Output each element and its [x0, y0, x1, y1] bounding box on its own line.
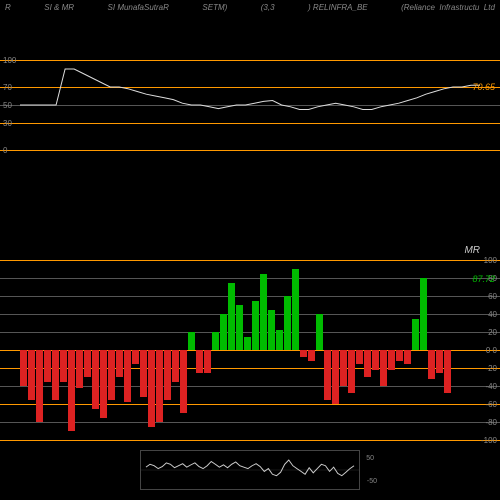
bar [164, 350, 171, 400]
bottom-axis-top: 50 [366, 455, 374, 462]
bar [20, 350, 27, 386]
bar [92, 350, 99, 409]
header-left2: SI & MR [44, 3, 74, 12]
bar [364, 350, 371, 377]
bar [436, 350, 443, 373]
mid-bar-chart: 100806040200 0-20-40-60-80-100 87.72 [0, 260, 500, 440]
bar [404, 350, 411, 364]
header-right2: (Reliance Infrastructu Ltd [401, 3, 495, 12]
bar [260, 274, 267, 351]
bar [212, 332, 219, 350]
bar [428, 350, 435, 379]
grid-line [0, 386, 500, 387]
top-line-chart: 1007050300 70.65 [0, 60, 500, 150]
header-mid: (3,3 [261, 3, 275, 12]
bottom-line-chart: 50 -50 [140, 450, 360, 490]
grid-line [0, 150, 500, 151]
bar [116, 350, 123, 377]
bar [276, 330, 283, 350]
top-value-label: 70.65 [472, 82, 495, 92]
bar [68, 350, 75, 431]
axis-label: 20 [488, 328, 497, 337]
bar [396, 350, 403, 361]
axis-label: -60 [485, 400, 497, 409]
bar [316, 314, 323, 350]
bar [308, 350, 315, 361]
grid-line [0, 368, 500, 369]
bar [444, 350, 451, 393]
header-right1: ) RELINFRA_BE [308, 3, 368, 12]
axis-label: -80 [485, 418, 497, 427]
axis-label: 100 [484, 256, 497, 265]
bar [220, 314, 227, 350]
bar [284, 296, 291, 350]
grid-line [0, 440, 500, 441]
axis-label: 0 0 [486, 346, 497, 355]
grid-line [0, 260, 500, 261]
mid-value-label: 87.72 [472, 274, 495, 284]
bar [132, 350, 139, 364]
grid-line [0, 404, 500, 405]
bar [100, 350, 107, 418]
bar [420, 278, 427, 350]
bar [28, 350, 35, 400]
axis-label: 40 [488, 310, 497, 319]
bar [180, 350, 187, 413]
grid-line [0, 422, 500, 423]
header-left4: SETM) [202, 3, 227, 12]
bar [412, 319, 419, 351]
bar [244, 337, 251, 351]
bar [236, 305, 243, 350]
bottom-line-path [146, 460, 354, 476]
header-left1: R [5, 3, 11, 12]
bar [108, 350, 115, 400]
bar [156, 350, 163, 422]
axis-label: -100 [481, 436, 497, 445]
bar [204, 350, 211, 373]
bar [76, 350, 83, 388]
chart-header: R SI & MR SI MunafaSutraR SETM) (3,3 ) R… [0, 3, 500, 12]
axis-label: 60 [488, 292, 497, 301]
bar [324, 350, 331, 400]
top-line-path [20, 69, 480, 110]
top-line-svg [0, 60, 500, 150]
bar [372, 350, 379, 370]
bottom-axis-bot: -50 [367, 478, 377, 485]
bar [140, 350, 147, 397]
bar [148, 350, 155, 427]
bar [36, 350, 43, 422]
bar [380, 350, 387, 386]
bar [268, 310, 275, 351]
bar [228, 283, 235, 351]
bar [44, 350, 51, 382]
bar [252, 301, 259, 351]
bar [300, 350, 307, 357]
bar [124, 350, 131, 402]
bar [188, 332, 195, 350]
bar [196, 350, 203, 373]
bar [348, 350, 355, 393]
bar [52, 350, 59, 400]
bar [332, 350, 339, 404]
grid-line [0, 350, 500, 351]
axis-label: -40 [485, 382, 497, 391]
bar [60, 350, 67, 382]
bar [172, 350, 179, 382]
bar [84, 350, 91, 377]
axis-label: -20 [485, 364, 497, 373]
bar [356, 350, 363, 364]
bottom-line-svg [141, 451, 359, 489]
header-left3: SI MunafaSutraR [108, 3, 169, 12]
bar [292, 269, 299, 350]
mr-label: MR [464, 245, 480, 256]
bar [388, 350, 395, 370]
bar [340, 350, 347, 386]
